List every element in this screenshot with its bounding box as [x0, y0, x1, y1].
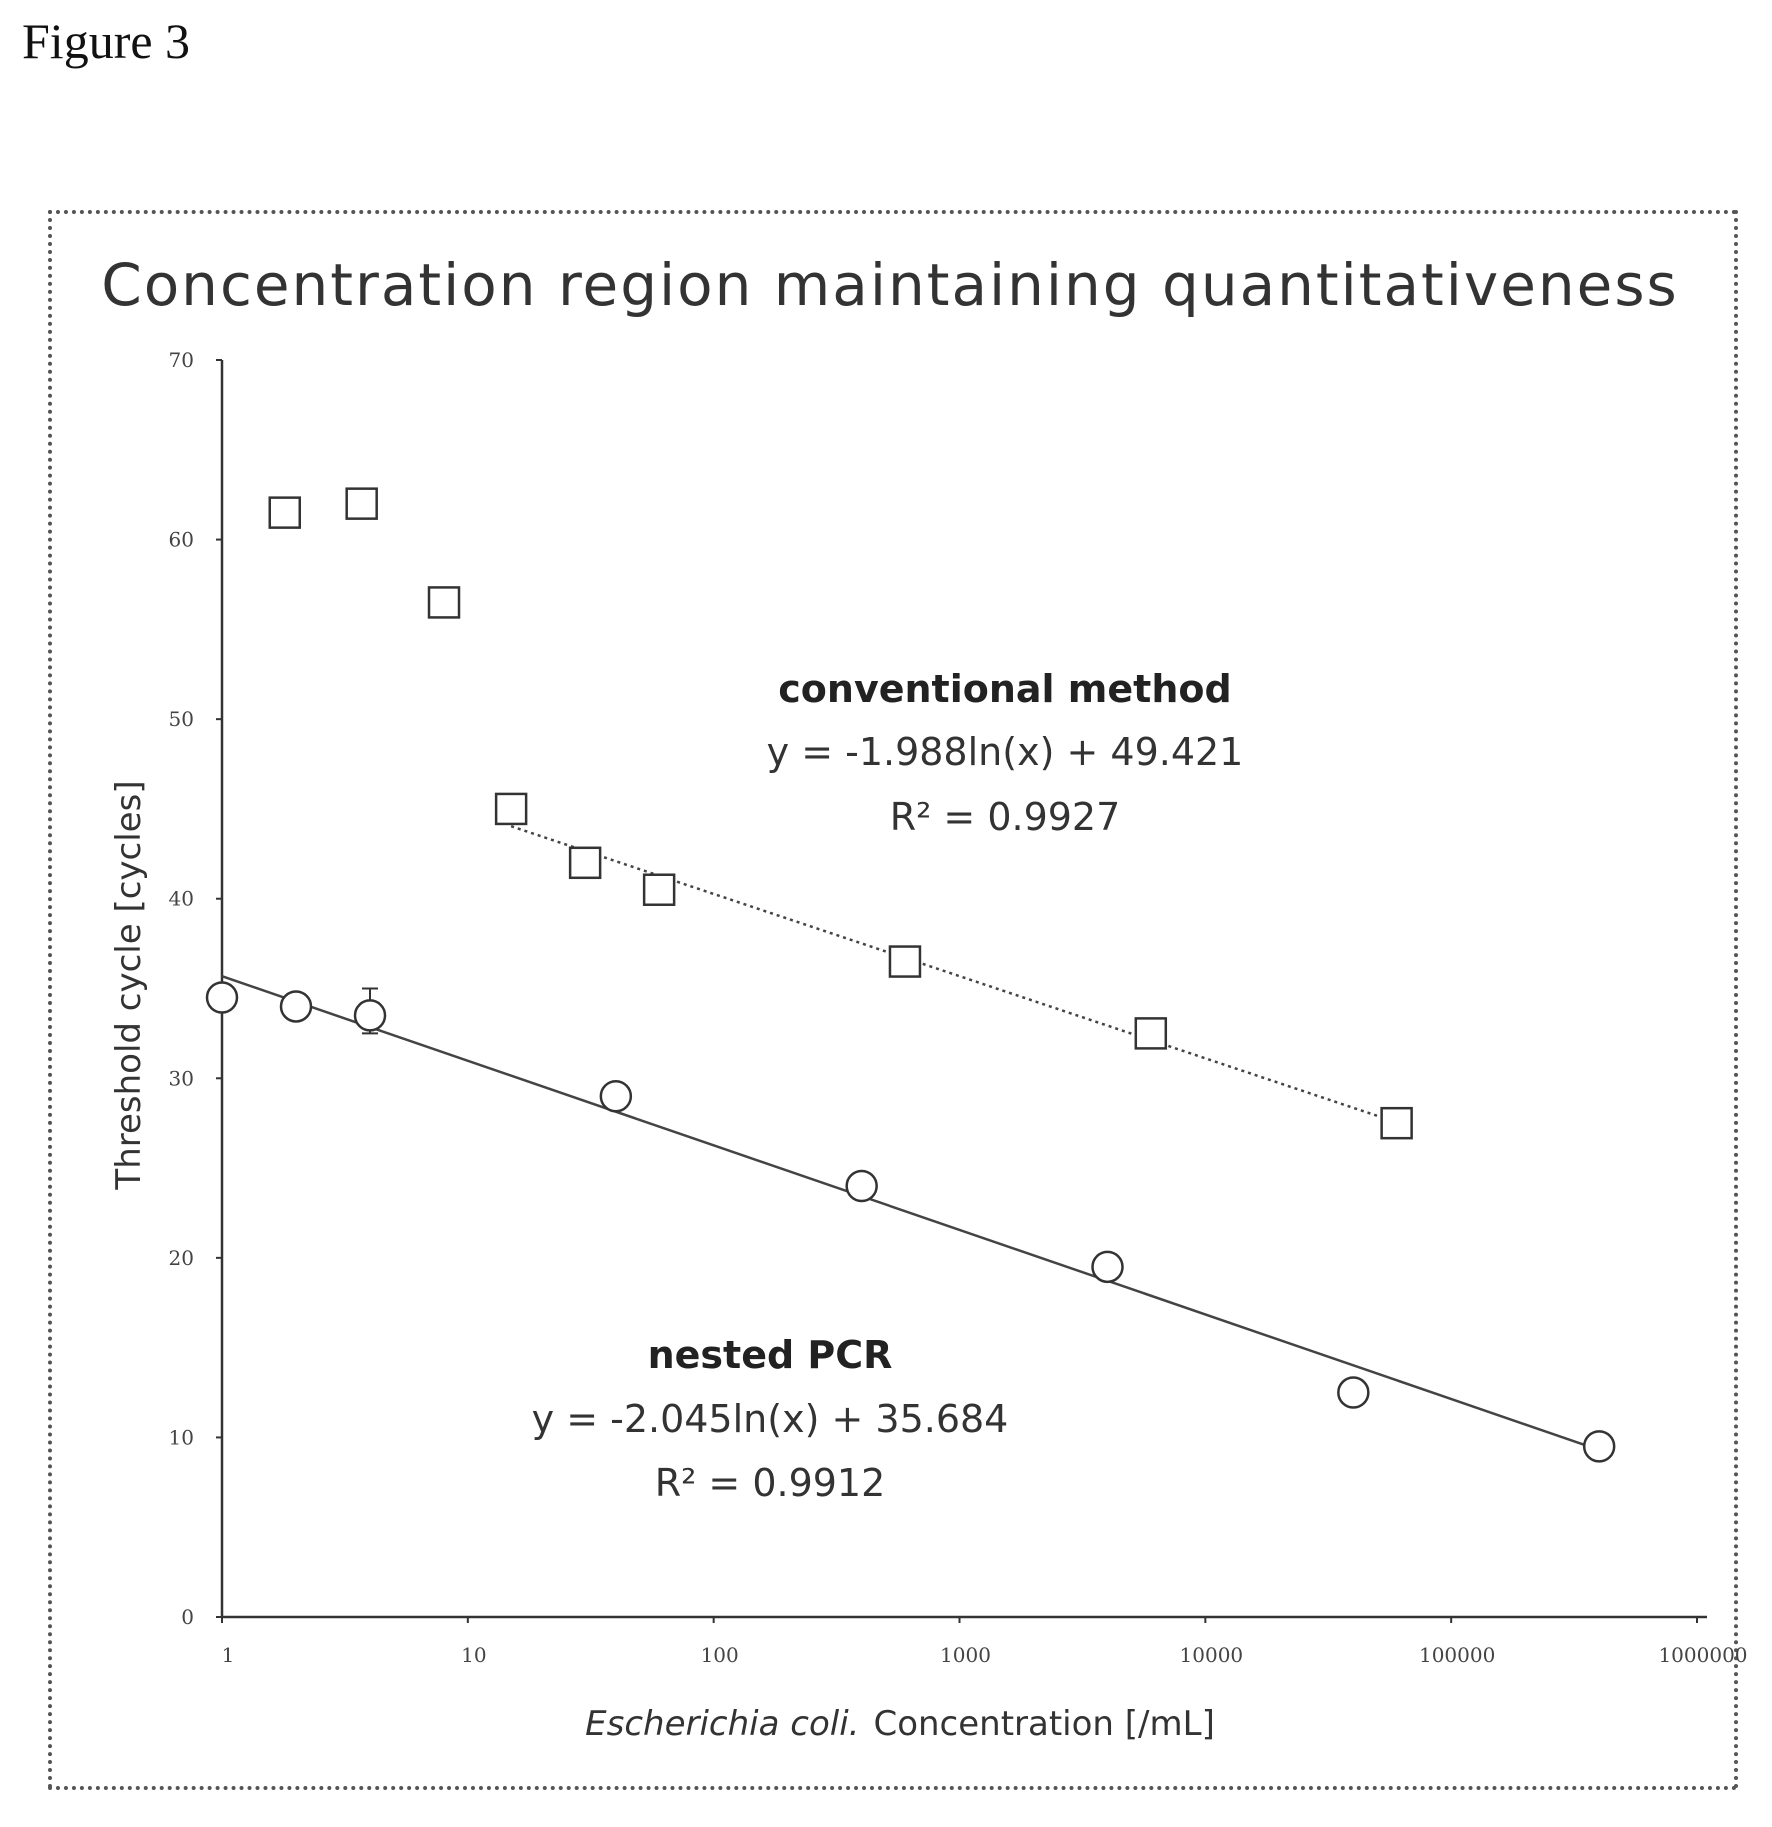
data-marks — [205, 487, 1616, 1463]
y-tick-label: 10 — [169, 1425, 194, 1449]
nested-pcr-equation: y = -2.045ln(x) + 35.684 — [532, 1397, 1009, 1441]
x-axis-label: Escherichia coli. Concentration [/mL] — [585, 1704, 1215, 1744]
x-axis-label-rest: Concentration [/mL] — [873, 1704, 1214, 1744]
x-tick-label: 1000 — [940, 1643, 991, 1667]
data-point-circle — [353, 999, 387, 1032]
data-point-square — [427, 586, 461, 619]
data-point-square — [642, 873, 676, 906]
x-tick-label: 1000000 — [1658, 1643, 1747, 1667]
y-tick-label: 0 — [181, 1605, 194, 1629]
data-point-circle — [1337, 1376, 1370, 1409]
data-point-square — [268, 496, 302, 529]
chart-title: Concentration region maintaining quantit… — [101, 251, 1679, 319]
y-tick-label: 20 — [169, 1246, 194, 1270]
y-tick-label: 50 — [169, 707, 194, 731]
x-tick-label: 10000 — [1180, 1643, 1244, 1667]
y-tick-label: 30 — [169, 1066, 194, 1090]
data-point-square — [494, 792, 528, 826]
conventional-method-r2: R² = 0.9927 — [890, 795, 1121, 839]
data-point-circle — [599, 1079, 633, 1113]
axes: 0 10 20 30 40 50 60 70 1 10 100 1000 10000 100000 1000… — [169, 348, 1748, 1667]
conventional-method-label: conventional method — [778, 667, 1231, 711]
x-tick-label: 100000 — [1419, 1643, 1495, 1667]
x-tick-label: 10 — [461, 1643, 486, 1667]
conventional-method-equation: y = -1.988ln(x) + 49.421 — [767, 730, 1244, 774]
y-tick-label: 40 — [169, 887, 194, 911]
trendline-conventional-method — [510, 825, 1398, 1124]
data-point-circle — [279, 990, 313, 1023]
trendline-nested-pcr — [221, 975, 1600, 1452]
y-tick-label: 60 — [169, 528, 194, 552]
y-tick-label: 70 — [169, 348, 194, 372]
x-tick-label: 100 — [701, 1643, 739, 1667]
data-point-square — [1380, 1106, 1413, 1140]
data-point-circle — [205, 981, 239, 1014]
data-point-square — [345, 487, 378, 520]
y-axis-label: Threshold cycle [cycles] — [109, 780, 149, 1190]
data-point-square — [1134, 1017, 1168, 1050]
x-axis-label-italic: Escherichia coli. — [585, 1704, 859, 1744]
data-point-circle — [1091, 1250, 1124, 1284]
figure-label: Figure 3 — [22, 13, 191, 69]
chart-frame — [48, 210, 1738, 1790]
annotations: conventional method y = -1.988ln(x) + 49… — [532, 667, 1244, 1505]
data-point-square — [888, 945, 922, 978]
x-tick-label: 1 — [222, 1643, 235, 1667]
nested-pcr-label: nested PCR — [648, 1333, 893, 1377]
data-point-circle — [1582, 1430, 1616, 1463]
nested-pcr-r2: R² = 0.9912 — [655, 1461, 886, 1505]
data-point-square — [568, 846, 602, 880]
data-point-circle — [845, 1169, 878, 1203]
